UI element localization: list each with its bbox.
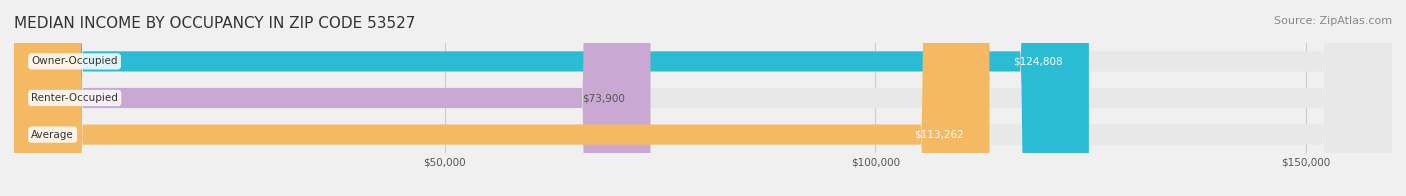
- Text: Average: Average: [31, 130, 75, 140]
- FancyBboxPatch shape: [14, 0, 990, 196]
- Text: $113,262: $113,262: [914, 130, 963, 140]
- FancyBboxPatch shape: [14, 0, 1392, 196]
- Text: Source: ZipAtlas.com: Source: ZipAtlas.com: [1274, 16, 1392, 26]
- FancyBboxPatch shape: [14, 0, 1392, 196]
- FancyBboxPatch shape: [14, 0, 1392, 196]
- Text: $73,900: $73,900: [582, 93, 624, 103]
- Text: $124,808: $124,808: [1014, 56, 1063, 66]
- FancyBboxPatch shape: [14, 0, 651, 196]
- Text: MEDIAN INCOME BY OCCUPANCY IN ZIP CODE 53527: MEDIAN INCOME BY OCCUPANCY IN ZIP CODE 5…: [14, 16, 415, 31]
- FancyBboxPatch shape: [14, 0, 1088, 196]
- Text: Owner-Occupied: Owner-Occupied: [31, 56, 118, 66]
- Text: Renter-Occupied: Renter-Occupied: [31, 93, 118, 103]
